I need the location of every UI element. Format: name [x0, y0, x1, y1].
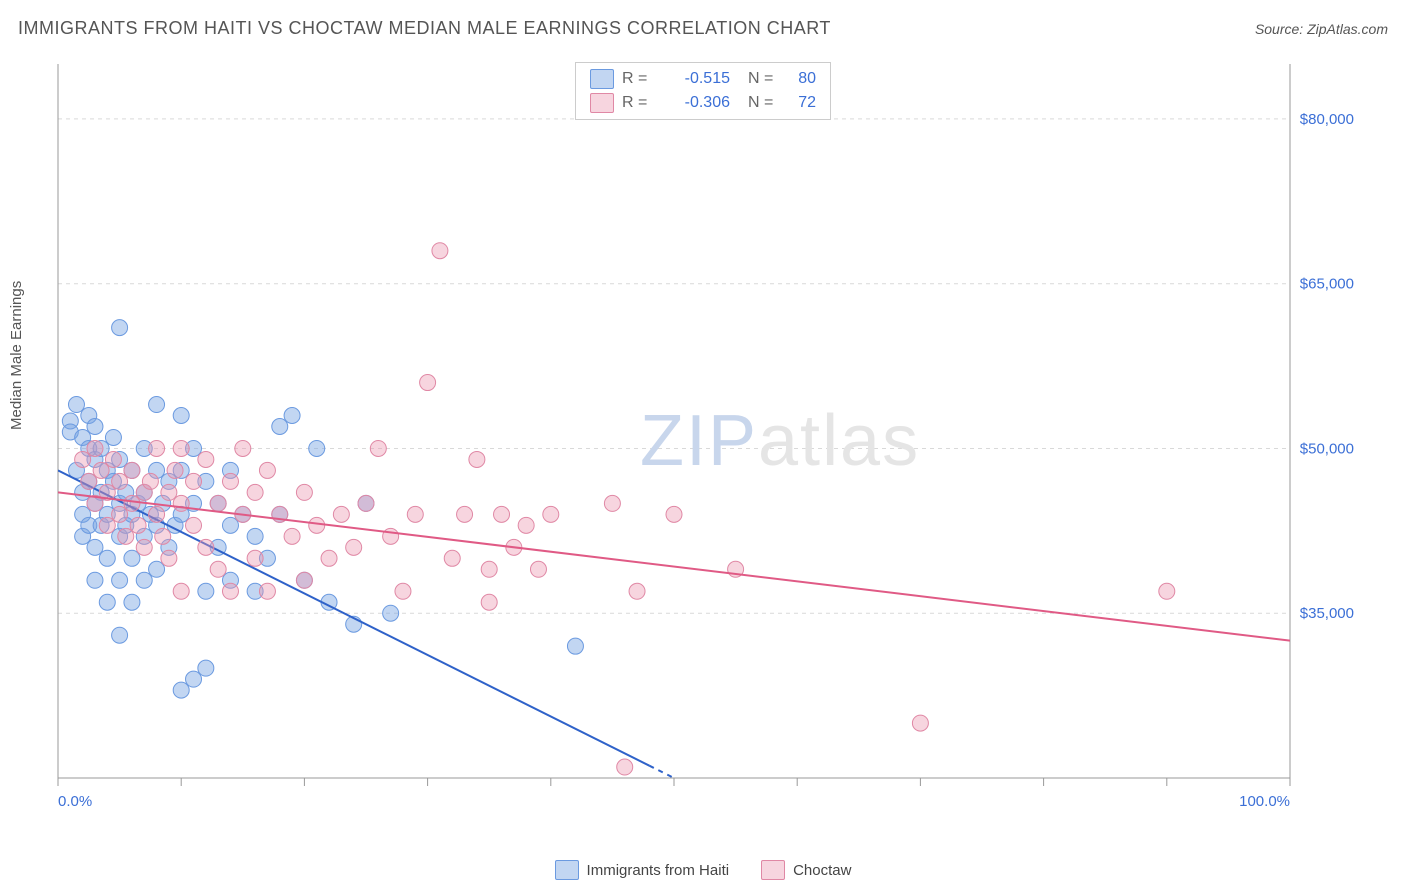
legend-row-choctaw: R = -0.306 N = 72	[590, 91, 816, 115]
correlation-legend: R = -0.515 N = 80 R = -0.306 N = 72	[575, 62, 831, 120]
legend-item-choctaw: Choctaw	[761, 860, 851, 880]
r-label: R =	[622, 67, 652, 91]
svg-text:$80,000: $80,000	[1300, 111, 1354, 128]
n-label: N =	[748, 91, 778, 115]
bottom-legend: Immigrants from Haiti Choctaw	[0, 860, 1406, 880]
svg-text:100.0%: 100.0%	[1239, 793, 1290, 810]
n-value-haiti: 80	[786, 67, 816, 91]
r-value-choctaw: -0.306	[660, 91, 730, 115]
svg-text:$35,000: $35,000	[1300, 605, 1354, 622]
legend-item-haiti: Immigrants from Haiti	[555, 860, 730, 880]
swatch-haiti	[590, 69, 614, 89]
source-attribution: Source: ZipAtlas.com	[1255, 21, 1388, 37]
legend-label-choctaw: Choctaw	[793, 862, 851, 879]
swatch-choctaw-bottom	[761, 860, 785, 880]
n-value-choctaw: 72	[786, 91, 816, 115]
y-axis-label: Median Male Earnings	[8, 281, 25, 430]
chart-title: IMMIGRANTS FROM HAITI VS CHOCTAW MEDIAN …	[18, 18, 831, 39]
r-label: R =	[622, 91, 652, 115]
svg-text:0.0%: 0.0%	[58, 793, 92, 810]
n-label: N =	[748, 67, 778, 91]
legend-label-haiti: Immigrants from Haiti	[587, 862, 730, 879]
legend-row-haiti: R = -0.515 N = 80	[590, 67, 816, 91]
r-value-haiti: -0.515	[660, 67, 730, 91]
svg-text:$50,000: $50,000	[1300, 440, 1354, 457]
chart-area: $35,000 $50,000 $65,000 $80,000 0.0% 100.0%	[52, 58, 1360, 818]
swatch-choctaw	[590, 93, 614, 113]
svg-text:$65,000: $65,000	[1300, 276, 1354, 293]
header-row: IMMIGRANTS FROM HAITI VS CHOCTAW MEDIAN …	[18, 18, 1388, 39]
scatter-chart: $35,000 $50,000 $65,000 $80,000 0.0% 100.0%	[52, 58, 1360, 818]
swatch-haiti-bottom	[555, 860, 579, 880]
